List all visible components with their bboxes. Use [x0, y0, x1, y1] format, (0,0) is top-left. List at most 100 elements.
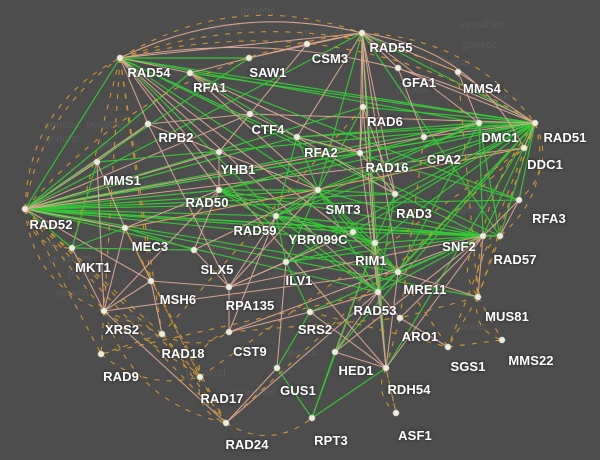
node-ilv1[interactable]: [282, 258, 290, 266]
edge-physical[interactable]: [228, 215, 277, 333]
edge-physical[interactable]: [399, 317, 449, 348]
edge-yeastnet[interactable]: [296, 122, 480, 138]
edge-physical[interactable]: [361, 32, 480, 124]
node-srs2[interactable]: [306, 308, 314, 316]
edge-yeastnet[interactable]: [275, 215, 287, 263]
edge-yeastnet[interactable]: [478, 122, 501, 237]
node-label-rad24[interactable]: RAD24: [225, 437, 269, 452]
node-label-rad17[interactable]: RAD17: [200, 391, 244, 406]
edge-arc-genetic[interactable]: [466, 235, 484, 298]
edge-yeastnet[interactable]: [218, 122, 536, 191]
edge-yeastnet[interactable]: [374, 193, 396, 244]
edge-arc-genetic[interactable]: [475, 235, 501, 298]
node-label-xrs2[interactable]: XRS2: [104, 322, 140, 337]
node-label-hed1[interactable]: HED1: [338, 363, 374, 378]
node-label-rad53[interactable]: RAD53: [353, 303, 397, 318]
node-label-cpa2[interactable]: CPA2: [426, 152, 462, 167]
edge-yeastnet[interactable]: [119, 57, 319, 191]
edge-physical[interactable]: [189, 72, 319, 191]
edge-physical[interactable]: [124, 189, 220, 229]
edge-genetic[interactable]: [225, 147, 525, 424]
edge-genetic[interactable]: [24, 208, 227, 424]
node-mkt1[interactable]: [68, 244, 76, 252]
edge-physical[interactable]: [103, 227, 126, 312]
node-slx5[interactable]: [190, 246, 198, 254]
edge-physical[interactable]: [385, 271, 399, 369]
edge-yeastnet[interactable]: [24, 208, 277, 217]
node-label-ctf4[interactable]: CTF4: [251, 122, 285, 137]
edge-yeastnet[interactable]: [317, 189, 396, 195]
edge-physical[interactable]: [24, 208, 126, 229]
edge-physical[interactable]: [276, 261, 287, 369]
edge-yeastnet[interactable]: [276, 367, 313, 419]
edge-genetic[interactable]: [124, 227, 201, 378]
node-label-rad57[interactable]: RAD57: [493, 252, 537, 267]
node-rad24[interactable]: [222, 419, 230, 427]
edge-yeastnet[interactable]: [24, 193, 396, 210]
edge-physical[interactable]: [359, 32, 363, 154]
node-label-rad50[interactable]: RAD50: [185, 195, 229, 210]
node-label-ybr099c[interactable]: YBR099C: [288, 232, 348, 247]
edge-yeastnet[interactable]: [189, 72, 298, 138]
node-csm3[interactable]: [303, 40, 311, 48]
node-rad52[interactable]: [21, 205, 29, 213]
edge-physical[interactable]: [457, 71, 480, 124]
edge-yeastnet[interactable]: [24, 57, 121, 210]
edge-physical[interactable]: [218, 113, 251, 153]
edge-arc-genetic[interactable]: [119, 14, 363, 59]
edge-genetic[interactable]: [71, 57, 121, 249]
node-rad51[interactable]: [531, 119, 539, 127]
edge-yeastnet[interactable]: [361, 32, 387, 369]
edge-yeastnet[interactable]: [119, 57, 480, 124]
edge-arc-genetic[interactable]: [100, 353, 201, 382]
edge-yeastnet[interactable]: [311, 242, 376, 419]
edge-genetic[interactable]: [447, 339, 503, 348]
node-gus1[interactable]: [273, 364, 281, 372]
edge-arc-genetic[interactable]: [161, 331, 230, 344]
node-rfa1[interactable]: [186, 69, 194, 77]
node-label-rpb2[interactable]: RPB2: [158, 130, 194, 145]
edge-yeastnet[interactable]: [24, 152, 361, 210]
edge-yeastnet[interactable]: [275, 122, 536, 217]
node-yhb1[interactable]: [215, 148, 223, 156]
edge-physical[interactable]: [24, 151, 220, 210]
edge-arc-genetic[interactable]: [24, 208, 73, 249]
edge-physical[interactable]: [225, 367, 278, 424]
edge-physical[interactable]: [249, 113, 536, 124]
edge-arc-genetic[interactable]: [24, 208, 105, 312]
edge-yeastnet[interactable]: [374, 122, 536, 244]
edge-genetic[interactable]: [24, 208, 102, 355]
node-rpb2[interactable]: [144, 120, 152, 128]
edge-physical[interactable]: [24, 208, 152, 282]
edge-yeastnet[interactable]: [275, 215, 354, 233]
node-rad9[interactable]: [97, 350, 105, 358]
edge-arc-physical[interactable]: [119, 47, 536, 124]
node-sgs1[interactable]: [444, 343, 452, 351]
node-label-rad54[interactable]: RAD54: [127, 65, 171, 80]
edge-yeastnet[interactable]: [24, 189, 220, 210]
edge-physical[interactable]: [296, 32, 363, 138]
edge-yeastnet[interactable]: [71, 227, 126, 249]
node-label-yhb1[interactable]: YHB1: [220, 162, 256, 177]
node-label-rad59[interactable]: RAD59: [233, 223, 277, 238]
edge-physical[interactable]: [309, 311, 387, 369]
edge-yeastnet[interactable]: [24, 72, 191, 210]
edge-yeastnet[interactable]: [317, 189, 376, 244]
edge-genetic[interactable]: [161, 106, 364, 335]
edge-arc-physical[interactable]: [119, 21, 363, 59]
edge-yeastnet[interactable]: [361, 32, 501, 237]
node-xrs2[interactable]: [100, 307, 108, 315]
node-rim1[interactable]: [371, 239, 379, 247]
edge-physical[interactable]: [218, 151, 319, 191]
edge-physical[interactable]: [193, 189, 319, 251]
edge-physical[interactable]: [71, 247, 105, 312]
node-label-rdh54[interactable]: RDH54: [387, 382, 431, 397]
node-label-mms1[interactable]: MMS1: [103, 173, 141, 188]
edge-physical[interactable]: [457, 71, 536, 124]
node-hed1[interactable]: [331, 348, 339, 356]
edge-yeastnet[interactable]: [275, 189, 319, 217]
node-rfa3[interactable]: [515, 196, 523, 204]
edge-yeastnet[interactable]: [285, 242, 376, 263]
node-label-mms4[interactable]: MMS4: [463, 81, 501, 96]
node-label-smt3[interactable]: SMT3: [325, 202, 361, 217]
